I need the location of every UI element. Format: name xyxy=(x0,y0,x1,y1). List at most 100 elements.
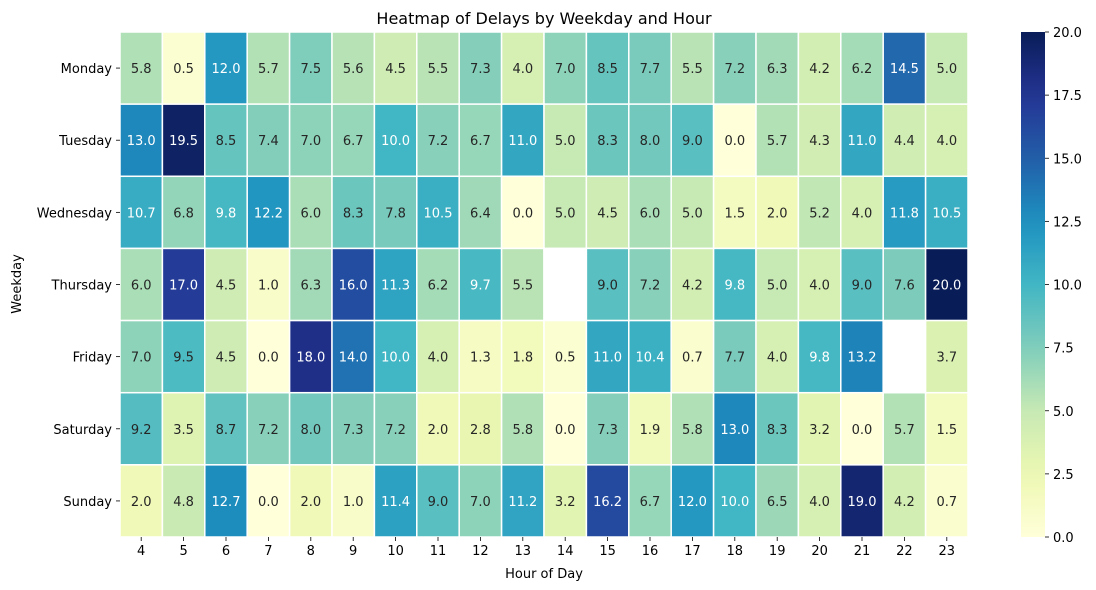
x-tick-label: 15 xyxy=(599,544,616,559)
cell-value-label: 16.2 xyxy=(593,495,622,510)
cell-value-label: 9.0 xyxy=(428,495,449,510)
cell-value-label: 6.0 xyxy=(131,279,152,294)
x-tick-label: 10 xyxy=(387,544,404,559)
y-tick-label: Sunday xyxy=(63,495,112,510)
colorbar-tick-label: 20.0 xyxy=(1053,26,1082,41)
colorbar-tick-label: 15.0 xyxy=(1053,152,1082,167)
cell-value-label: 1.5 xyxy=(936,423,957,438)
heatmap-cell xyxy=(712,175,757,250)
cell-value-label: 7.7 xyxy=(724,351,745,366)
cell-value-label: 14.5 xyxy=(890,62,919,77)
heatmap-cell xyxy=(373,175,418,250)
heatmap-cell xyxy=(416,31,460,105)
heatmap-cell xyxy=(670,31,715,105)
heatmap-cell xyxy=(755,464,800,538)
x-tick-label: 7 xyxy=(264,544,272,559)
x-tick-label: 22 xyxy=(896,544,913,559)
cell-value-label: 7.5 xyxy=(300,62,321,77)
cell-value-label: 9.8 xyxy=(724,279,745,294)
heatmap-cell xyxy=(416,319,460,394)
cell-value-label: 10.0 xyxy=(720,495,749,510)
cell-value-label: 16.0 xyxy=(339,279,368,294)
cell-value-label: 3.2 xyxy=(809,423,830,438)
cell-value-label: 11.0 xyxy=(593,351,622,366)
heatmap-cell xyxy=(628,464,672,538)
cell-value-label: 7.2 xyxy=(640,279,661,294)
cell-value-label: 9.5 xyxy=(173,351,194,366)
heatmap-cell xyxy=(500,247,545,322)
heatmap-cell xyxy=(882,247,927,322)
cell-value-label: 1.3 xyxy=(470,351,491,366)
heatmap-cell xyxy=(458,103,503,178)
cell-value-label: 4.5 xyxy=(385,62,406,77)
heatmap-cell xyxy=(712,247,757,322)
heatmap-cell xyxy=(882,319,927,394)
x-tick-label: 21 xyxy=(854,544,871,559)
heatmap-cell xyxy=(331,31,376,105)
cell-value-label: 11.8 xyxy=(890,206,919,221)
heatmap-cell xyxy=(840,247,884,322)
heatmap-cell xyxy=(416,175,460,250)
heatmap-cell xyxy=(585,31,630,105)
x-tick-label: 12 xyxy=(472,544,489,559)
heatmap-cell xyxy=(585,319,630,394)
cell-value-label: 9.2 xyxy=(131,423,152,438)
cell-value-label: 17.0 xyxy=(169,279,198,294)
colorbar-tick-label: 10.0 xyxy=(1053,279,1082,294)
x-tick-label: 13 xyxy=(515,544,532,559)
cell-value-label: 8.3 xyxy=(767,423,788,438)
heatmap-cell xyxy=(458,175,503,250)
heatmap-cell xyxy=(500,464,545,538)
heatmap-cell xyxy=(458,391,503,466)
cell-value-label: 3.5 xyxy=(173,423,194,438)
cell-value-label: 1.0 xyxy=(258,279,279,294)
heatmap-cell xyxy=(331,247,376,322)
y-tick-label: Friday xyxy=(73,351,113,366)
cell-value-label: 20.0 xyxy=(932,279,961,294)
cell-value-label: 6.7 xyxy=(470,134,491,149)
x-tick-label: 4 xyxy=(137,544,145,559)
heatmap-cell xyxy=(331,391,376,466)
x-tick-label: 20 xyxy=(811,544,828,559)
chart-title: Heatmap of Delays by Weekday and Hour xyxy=(376,9,712,28)
cell-value-label: 6.7 xyxy=(343,134,364,149)
heatmap-cell xyxy=(797,391,842,466)
heatmap-cell xyxy=(755,247,800,322)
cell-value-label: 4.0 xyxy=(936,134,957,149)
colorbar-tick-label: 2.5 xyxy=(1053,468,1074,483)
heatmap-cell xyxy=(670,464,715,538)
x-tick-label: 17 xyxy=(684,544,701,559)
cell-value-label: 4.2 xyxy=(894,495,915,510)
cell-value-label: 13.0 xyxy=(720,423,749,438)
cell-value-label: 4.0 xyxy=(809,279,830,294)
heatmap-cell xyxy=(161,319,206,394)
cell-value-label: 11.3 xyxy=(381,279,410,294)
cell-value-label: 6.2 xyxy=(428,279,449,294)
cell-value-label: 19.5 xyxy=(169,134,198,149)
cell-value-label: 6.3 xyxy=(300,279,321,294)
colorbar-gradient xyxy=(1021,32,1045,537)
cell-value-label: 9.0 xyxy=(852,279,873,294)
cell-value-label: 0.7 xyxy=(682,351,703,366)
y-tick-label: Wednesday xyxy=(37,206,113,221)
heatmap-cell xyxy=(288,391,333,466)
cell-value-label: 7.3 xyxy=(470,62,491,77)
cell-value-label: 8.7 xyxy=(216,423,237,438)
cell-value-label: 7.3 xyxy=(343,423,364,438)
cell-value-label: 6.4 xyxy=(470,206,491,221)
cell-value-label: 5.8 xyxy=(512,423,533,438)
heatmap-cells: 5.8 0.5 12.0 5.7 7.5 5.6 4.5 5.5 7.3 4.0 7.0 8.5 7.7… xyxy=(119,31,969,538)
cell-value-label: 6.5 xyxy=(767,495,788,510)
cell-value-label: 7.0 xyxy=(470,495,491,510)
colorbar-tick-label: 17.5 xyxy=(1053,89,1082,104)
cell-value-label: 4.3 xyxy=(809,134,830,149)
cell-value-label: 4.5 xyxy=(597,206,618,221)
cell-value-label: 18.0 xyxy=(296,351,325,366)
cell-value-label: 5.5 xyxy=(428,62,449,77)
heatmap-cell xyxy=(882,31,927,105)
cell-value-label: 0.0 xyxy=(555,423,576,438)
cell-value-label: 8.0 xyxy=(300,423,321,438)
cell-value-label: 5.2 xyxy=(809,206,830,221)
cell-value-label: 4.5 xyxy=(216,351,237,366)
